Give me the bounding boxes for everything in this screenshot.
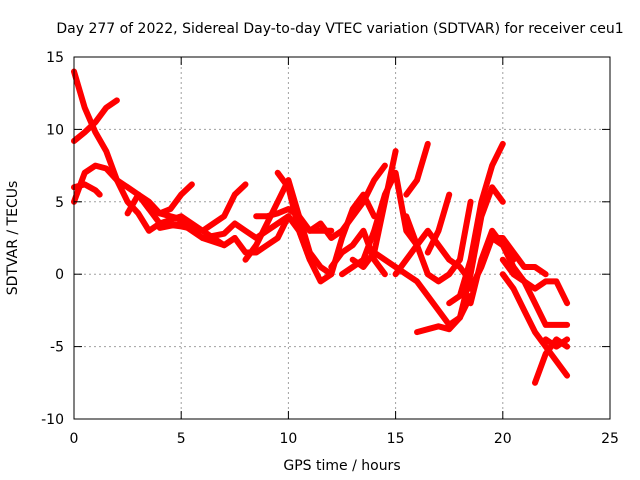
series-track-11 xyxy=(274,169,378,285)
plot-frame xyxy=(73,56,611,420)
x-tick-label: 25 xyxy=(601,431,619,447)
series-track-15 xyxy=(371,148,399,256)
series-track-2 xyxy=(71,97,120,144)
series-track-4 xyxy=(71,181,103,198)
x-tick-label: 20 xyxy=(494,431,512,447)
series-track-7 xyxy=(156,213,292,241)
series-layer xyxy=(71,68,571,386)
series-track-13 xyxy=(328,227,388,278)
series-track-18 xyxy=(403,140,431,198)
series-track-27 xyxy=(499,256,571,307)
series-track-26 xyxy=(489,235,549,278)
series-track-30 xyxy=(542,336,571,350)
y-tick-label: -5 xyxy=(50,340,64,356)
x-tick-label: 15 xyxy=(387,431,405,447)
series-track-23 xyxy=(456,184,506,321)
series-track-19 xyxy=(403,198,474,285)
x-tick-label: 10 xyxy=(279,431,297,447)
series-track-12 xyxy=(306,162,388,241)
series-track-9 xyxy=(242,177,335,278)
x-axis-label: GPS time / hours xyxy=(283,458,400,474)
series-track-28 xyxy=(499,271,571,379)
x-tick-label: 0 xyxy=(70,431,79,447)
series-track-16 xyxy=(349,249,463,328)
x-tick-label: 5 xyxy=(177,431,186,447)
series-track-6 xyxy=(135,181,249,234)
series-track-21 xyxy=(424,191,453,256)
y-tick-label: 5 xyxy=(55,195,64,211)
y-tick-label: -10 xyxy=(41,412,64,428)
series-track-8 xyxy=(199,213,313,263)
chart-title: Day 277 of 2022, Sidereal Day-to-day VTE… xyxy=(56,21,623,37)
y-tick-label: 15 xyxy=(46,50,64,66)
tick-layer: 0 5 10 15 20 25 -10 -5 0 5 10 15 xyxy=(41,50,619,447)
y-axis-label: SDTVAR / TECUs xyxy=(5,181,21,296)
y-tick-label: 10 xyxy=(46,122,64,138)
y-tick-label: 0 xyxy=(55,267,64,283)
